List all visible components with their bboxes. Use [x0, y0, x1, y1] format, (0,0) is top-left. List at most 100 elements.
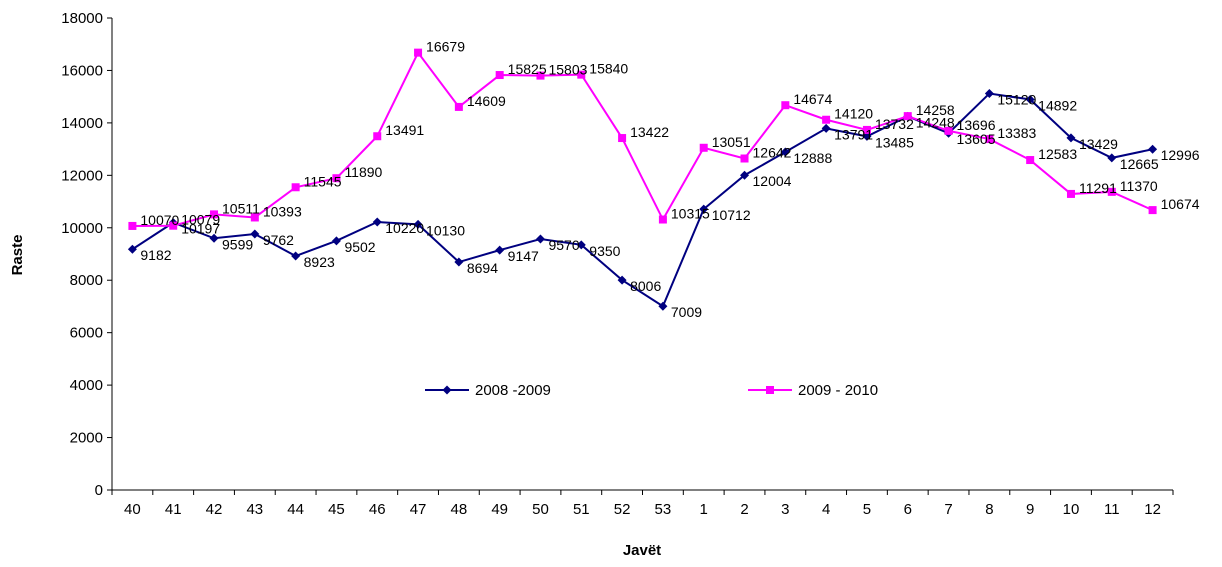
data-label: 10070: [140, 212, 179, 228]
data-point: [699, 204, 709, 214]
x-axis-title: Javët: [623, 542, 661, 559]
x-tick-label: 48: [451, 501, 468, 518]
x-tick-label: 1: [700, 501, 708, 518]
data-point: [618, 134, 627, 143]
data-label: 14609: [467, 93, 506, 109]
y-tick-label: 2000: [70, 430, 103, 447]
x-tick-label: 43: [246, 501, 263, 518]
data-label: 10511: [222, 200, 260, 216]
x-tick-label: 8: [985, 501, 993, 518]
data-point: [1066, 133, 1076, 143]
data-label: 11370: [1120, 178, 1158, 194]
data-point: [373, 132, 382, 141]
data-point: [781, 101, 790, 110]
data-point: [1026, 156, 1035, 165]
data-point: [454, 257, 464, 267]
data-label: 11291: [1079, 180, 1117, 196]
data-label: 14892: [1038, 97, 1077, 113]
x-tick-label: 3: [781, 501, 789, 518]
data-label: 13383: [997, 125, 1036, 141]
data-label: 9762: [263, 232, 294, 248]
data-label: 13491: [385, 122, 424, 138]
x-tick-label: 44: [287, 501, 304, 518]
data-label: 13605: [957, 131, 996, 147]
data-point: [821, 123, 831, 133]
x-tick-label: 41: [165, 501, 182, 518]
data-label: 15825: [508, 61, 547, 77]
data-point: [454, 102, 463, 111]
series-line: [131, 92, 1153, 308]
data-label: 15120: [997, 92, 1036, 108]
y-tick-label: 16000: [61, 62, 103, 79]
x-tick-label: 47: [410, 501, 427, 518]
data-point: [332, 174, 341, 183]
data-point: [1148, 206, 1157, 215]
data-label: 12583: [1038, 146, 1077, 162]
data-label: 9570: [548, 237, 579, 253]
x-tick-label: 40: [124, 501, 141, 518]
y-tick-label: 8000: [70, 272, 103, 289]
data-label: 13422: [630, 124, 669, 140]
data-point: [535, 234, 545, 244]
x-tick-label: 2: [740, 501, 748, 518]
data-point: [658, 215, 667, 224]
data-point: [985, 135, 994, 144]
x-tick-label: 10: [1063, 501, 1080, 518]
data-point: [250, 213, 259, 222]
data-label: 10712: [712, 207, 751, 223]
data-label: 10130: [426, 222, 465, 238]
data-label: 12996: [1161, 147, 1200, 163]
data-label: 14674: [793, 91, 832, 107]
data-label: 12642: [753, 144, 792, 160]
data-label: 8006: [630, 278, 661, 294]
data-label: 10393: [263, 203, 302, 219]
data-label: 10079: [181, 212, 220, 228]
x-tick-label: 52: [614, 501, 631, 518]
data-point: [495, 245, 505, 255]
x-tick-label: 51: [573, 501, 590, 518]
x-tick-label: 53: [655, 501, 672, 518]
data-point: [740, 154, 749, 163]
x-tick-label: 11: [1104, 501, 1120, 518]
y-tick-label: 12000: [61, 167, 103, 184]
data-point: [1148, 144, 1158, 154]
data-label: 10315: [671, 206, 710, 222]
data-label: 14258: [916, 102, 955, 118]
data-point: [495, 71, 504, 80]
data-label: 10220: [385, 220, 424, 236]
data-point: [780, 147, 790, 157]
data-point: [536, 71, 545, 80]
data-point: [331, 236, 341, 246]
data-point: [291, 251, 301, 261]
data-label: 15803: [548, 62, 587, 78]
data-label: 9182: [140, 247, 171, 263]
data-label: 10674: [1161, 196, 1200, 212]
x-tick-label: 46: [369, 501, 386, 518]
data-point: [1107, 187, 1116, 196]
y-tick-label: 10000: [61, 220, 103, 237]
data-label: 16679: [426, 39, 465, 55]
data-point: [617, 275, 627, 285]
data-label: 13791: [834, 126, 873, 142]
data-label: 11890: [344, 164, 382, 180]
data-point: [658, 301, 668, 311]
data-point: [128, 221, 137, 230]
data-label: 8923: [304, 254, 335, 270]
data-point: [291, 183, 300, 192]
x-tick-label: 6: [904, 501, 912, 518]
data-label: 13051: [712, 134, 751, 150]
data-label: 9502: [344, 239, 375, 255]
data-point: [1025, 94, 1035, 104]
data-point: [822, 115, 831, 124]
data-point: [740, 170, 750, 180]
data-point: [862, 131, 872, 141]
legend-label: 2009 - 2010: [798, 382, 878, 399]
legend-label: 2008 -2009: [475, 382, 551, 399]
y-axis-title: Raste: [9, 235, 26, 276]
data-point: [210, 210, 219, 219]
data-label: 9599: [222, 236, 253, 252]
data-label: 13696: [957, 117, 996, 133]
axes-group: 0200040006000800010000120001400016000180…: [61, 10, 1174, 518]
